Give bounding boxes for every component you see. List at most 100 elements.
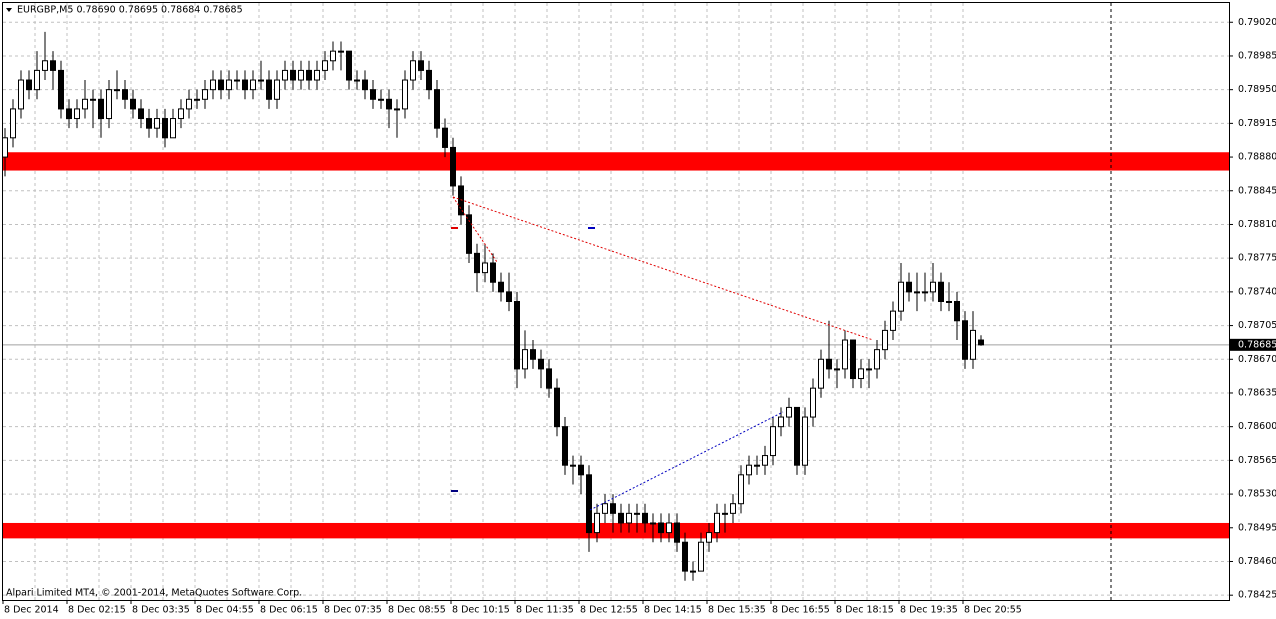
candle-body bbox=[482, 262, 488, 274]
candle-body bbox=[250, 79, 256, 91]
candle-body bbox=[226, 79, 232, 91]
candle-body bbox=[10, 108, 16, 139]
zones bbox=[3, 152, 1229, 539]
candle-body bbox=[682, 541, 688, 572]
candle-body bbox=[914, 291, 920, 294]
candle-body bbox=[770, 426, 776, 457]
candle-body bbox=[970, 329, 976, 360]
candle-body bbox=[698, 541, 704, 572]
candle-body bbox=[658, 522, 664, 534]
candle-body bbox=[242, 79, 248, 91]
candle-body bbox=[338, 50, 344, 53]
candle-body bbox=[450, 146, 456, 187]
candle-body bbox=[794, 406, 800, 466]
candle-body bbox=[954, 301, 960, 322]
candle-body bbox=[874, 349, 880, 370]
candle-body bbox=[842, 339, 848, 370]
trendline bbox=[589, 411, 784, 511]
candle-body bbox=[210, 79, 216, 91]
candle-body bbox=[834, 368, 840, 371]
y-tick-label: 0.78810 bbox=[1238, 219, 1276, 230]
candle-body bbox=[602, 503, 608, 514]
candle-body bbox=[890, 310, 896, 331]
candle-body bbox=[634, 512, 640, 515]
candle-body bbox=[514, 301, 520, 370]
candle-body bbox=[18, 79, 24, 110]
candle-body bbox=[930, 281, 936, 293]
y-tick-label: 0.78565 bbox=[1238, 455, 1276, 466]
x-tick-label: 8 Dec 16:55 bbox=[772, 605, 830, 616]
candle-body bbox=[354, 79, 360, 82]
y-tick-label: 0.78775 bbox=[1238, 253, 1276, 264]
candle-body bbox=[346, 50, 352, 81]
candle-body bbox=[962, 320, 968, 360]
candle-body bbox=[290, 69, 296, 81]
candle-body bbox=[106, 89, 112, 120]
candle-body bbox=[858, 368, 864, 380]
candle-body bbox=[866, 368, 872, 371]
candle-body bbox=[490, 262, 496, 283]
last-price-label: 0.78685 bbox=[1238, 339, 1276, 350]
candle-body bbox=[778, 416, 784, 428]
y-tick-label: 0.78985 bbox=[1238, 50, 1276, 61]
chart-title: EURGBP,M5 0.78690 0.78695 0.78684 0.7868… bbox=[17, 5, 243, 16]
candle-body bbox=[202, 89, 208, 100]
candle-body bbox=[42, 60, 48, 71]
candle-body bbox=[306, 69, 312, 81]
x-tick-label: 8 Dec 11:35 bbox=[516, 605, 574, 616]
candle-body bbox=[818, 358, 824, 389]
x-tick-label: 8 Dec 2014 bbox=[4, 605, 59, 616]
candles bbox=[2, 31, 984, 581]
candle-body bbox=[578, 464, 584, 476]
candle-body bbox=[98, 98, 104, 120]
x-tick-label: 8 Dec 06:15 bbox=[260, 605, 318, 616]
candle-body bbox=[946, 301, 952, 303]
menu-arrow[interactable] bbox=[6, 8, 12, 12]
candle-body bbox=[762, 455, 768, 466]
candle-body bbox=[570, 464, 576, 467]
x-tick-label: 8 Dec 20:55 bbox=[964, 605, 1022, 616]
candle-body bbox=[74, 108, 80, 120]
candle-body bbox=[234, 79, 240, 82]
candle-body bbox=[530, 349, 536, 360]
candle-body bbox=[466, 214, 472, 254]
axes: 0.79020 0.78985 0.78950 0.78915 0.78880 0.788… bbox=[2, 17, 1276, 616]
candle-body bbox=[666, 522, 672, 534]
candle-body bbox=[650, 522, 656, 525]
y-tick-label: 0.78495 bbox=[1238, 522, 1276, 533]
y-tick-label: 0.78425 bbox=[1238, 590, 1276, 601]
candle-body bbox=[330, 50, 336, 62]
candle-body bbox=[594, 512, 600, 534]
candle-body bbox=[218, 79, 224, 91]
candle-body bbox=[2, 137, 8, 158]
x-tick-label: 8 Dec 02:15 bbox=[68, 605, 126, 616]
candle-body bbox=[50, 60, 56, 71]
y-tick-label: 0.78915 bbox=[1238, 118, 1276, 129]
candle-body bbox=[410, 60, 416, 81]
x-tick-label: 8 Dec 08:55 bbox=[388, 605, 446, 616]
candle-body bbox=[154, 118, 160, 129]
y-tick-label: 0.78845 bbox=[1238, 185, 1276, 196]
candle-body bbox=[434, 89, 440, 129]
candle-body bbox=[122, 89, 128, 100]
candle-body bbox=[162, 118, 168, 139]
candle-body bbox=[674, 522, 680, 543]
grid bbox=[3, 3, 1229, 600]
candle-body bbox=[442, 127, 448, 148]
candle-body bbox=[690, 570, 696, 573]
candle-body bbox=[426, 69, 432, 91]
x-tick-label: 8 Dec 14:15 bbox=[644, 605, 702, 616]
candle-body bbox=[626, 512, 632, 524]
candle-body bbox=[58, 69, 64, 110]
x-tick-label: 8 Dec 07:35 bbox=[324, 605, 382, 616]
candle-body bbox=[882, 329, 888, 351]
candle-body bbox=[178, 108, 184, 120]
candle-body bbox=[546, 368, 552, 389]
candle-body bbox=[562, 426, 568, 466]
x-tick-label: 8 Dec 19:35 bbox=[900, 605, 958, 616]
candle-body bbox=[66, 108, 72, 120]
candle-body bbox=[618, 512, 624, 524]
candle-body bbox=[826, 358, 832, 370]
candle-body bbox=[258, 79, 264, 82]
